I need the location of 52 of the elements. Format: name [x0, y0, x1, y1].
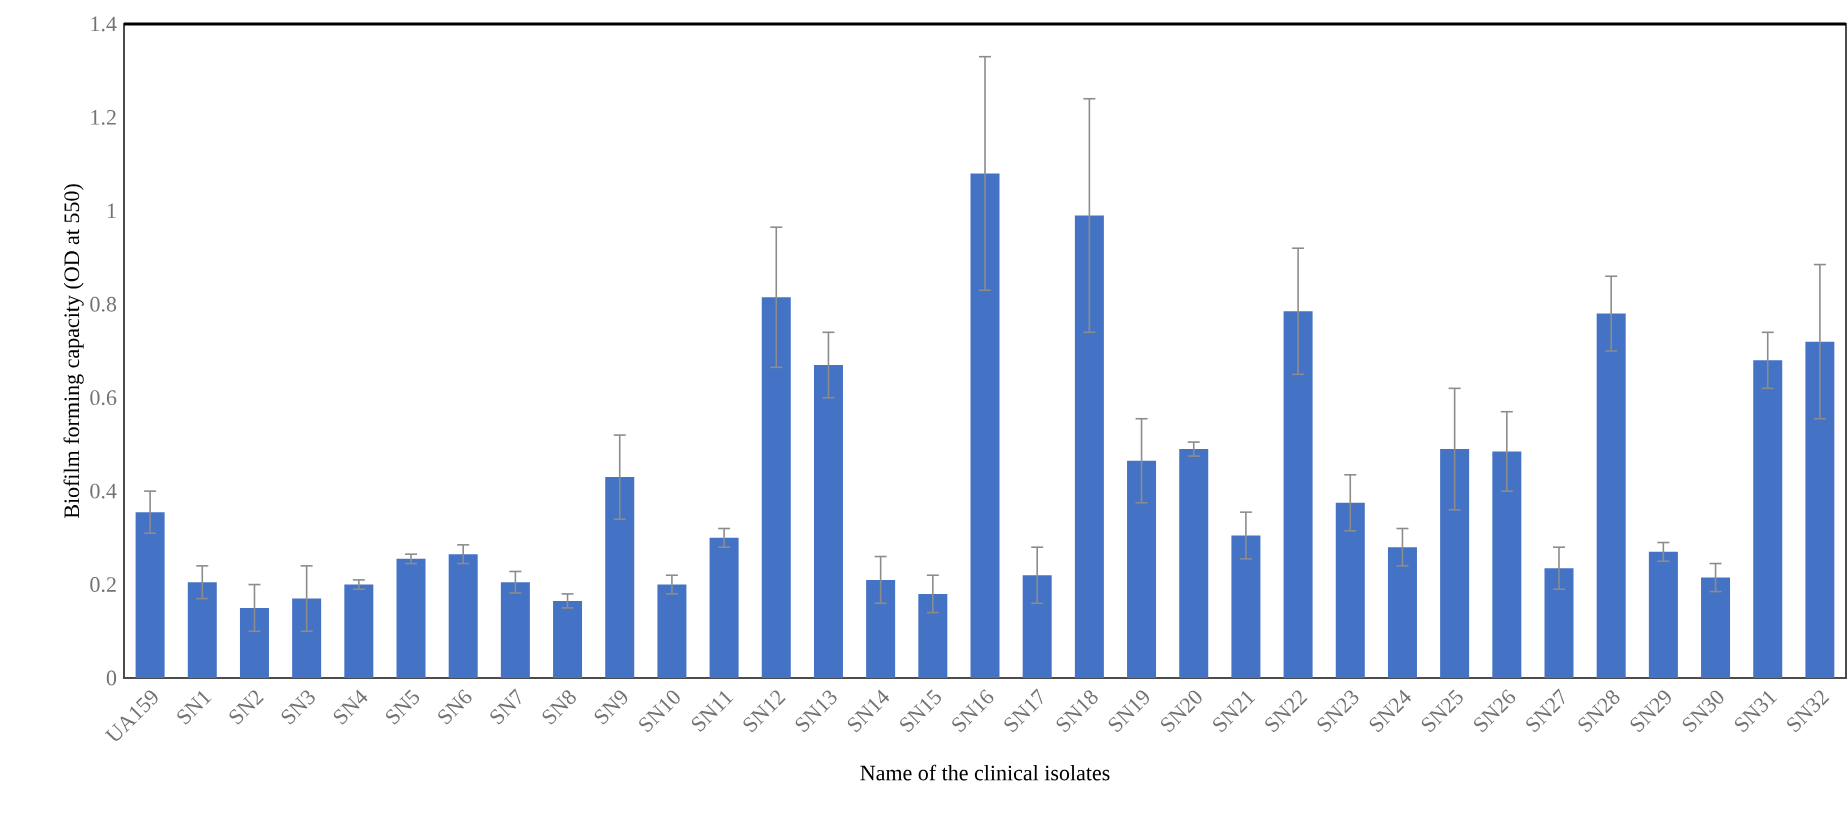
- bar: [1127, 460, 1157, 678]
- bar: [1283, 311, 1313, 678]
- x-tick-label: SN3: [281, 690, 315, 725]
- y-tick-label: 1.2: [91, 109, 116, 125]
- bar: [709, 537, 739, 678]
- y-tick-label: 0.2: [90, 577, 116, 593]
- bar: [1544, 568, 1574, 678]
- bar: [1596, 313, 1626, 678]
- x-tick-label: SN2: [229, 690, 264, 725]
- bar: [605, 477, 635, 678]
- bar: [1022, 575, 1052, 678]
- x-tick-label: SN9: [594, 690, 628, 725]
- bar: [1440, 449, 1470, 678]
- bar: [1179, 449, 1209, 678]
- bar: [918, 593, 948, 678]
- y-axis-title: Biofilm forming capacity (OD at 550): [63, 184, 84, 519]
- bar: [813, 365, 843, 678]
- bar: [1648, 551, 1678, 678]
- bar: [1701, 577, 1731, 678]
- bar: [1387, 547, 1417, 678]
- bar: [866, 579, 896, 678]
- bar: [396, 558, 426, 678]
- bar: [1335, 502, 1365, 678]
- bar: [448, 554, 478, 678]
- bar: [500, 582, 530, 678]
- bar: [135, 512, 165, 678]
- bar: [1492, 451, 1522, 678]
- x-tick-label: SN6: [438, 689, 472, 725]
- bar: [970, 173, 1000, 678]
- bar: [1753, 360, 1783, 678]
- x-tick-label: SN5: [385, 689, 420, 725]
- bar: [292, 598, 322, 678]
- bar: [187, 582, 217, 678]
- bar: [1231, 535, 1261, 678]
- x-tick-label: SN4: [333, 689, 368, 725]
- bar: [657, 584, 687, 678]
- bar: [344, 584, 374, 678]
- x-tick-label: SN8: [542, 690, 576, 725]
- bar: [1805, 341, 1835, 678]
- bar: [1074, 215, 1104, 678]
- y-tick-label: 0.4: [90, 483, 117, 499]
- bar: [553, 600, 583, 678]
- bar: [761, 297, 791, 678]
- x-tick-label: SN7: [490, 688, 521, 725]
- y-tick-label: 0.6: [90, 390, 117, 406]
- x-axis-title: Name of the clinical isolates: [860, 764, 1110, 781]
- y-tick-label: 1.4: [91, 16, 117, 32]
- bar: [239, 607, 269, 678]
- y-tick-label: 0.8: [90, 296, 117, 312]
- x-tick-label: SN1: [177, 691, 212, 725]
- y-tick-label: 1: [107, 203, 116, 219]
- y-tick-label: 0: [106, 670, 117, 686]
